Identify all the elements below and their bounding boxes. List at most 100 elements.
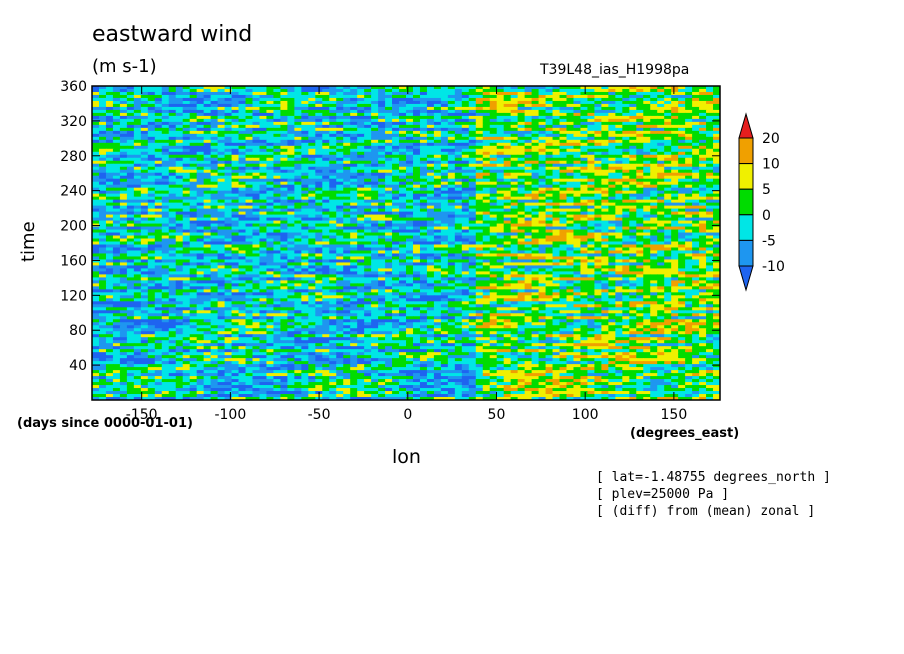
field-cell bbox=[692, 211, 700, 215]
field-cell bbox=[385, 226, 393, 230]
field-cell bbox=[601, 163, 609, 168]
field-cell bbox=[189, 100, 198, 105]
field-cell bbox=[475, 226, 484, 230]
field-cell bbox=[280, 241, 288, 245]
field-cell bbox=[364, 100, 372, 105]
field-cell bbox=[496, 130, 505, 135]
field-cell bbox=[266, 163, 275, 168]
field-cell bbox=[706, 86, 714, 90]
field-cell bbox=[461, 109, 470, 114]
field-cell bbox=[713, 232, 720, 236]
field-cell bbox=[308, 178, 316, 183]
field-cell bbox=[126, 94, 135, 99]
field-cell bbox=[475, 91, 484, 96]
field-cell bbox=[573, 220, 582, 224]
field-cell bbox=[426, 202, 435, 207]
field-cell bbox=[636, 187, 644, 192]
field-cell bbox=[440, 241, 449, 245]
field-cell bbox=[531, 163, 540, 168]
field-cell bbox=[643, 199, 651, 204]
field-cell bbox=[503, 241, 512, 245]
field-cell bbox=[392, 172, 400, 177]
field-cell bbox=[147, 100, 156, 105]
field-cell bbox=[399, 187, 407, 192]
field-cell bbox=[196, 232, 205, 236]
field-cell bbox=[350, 241, 358, 245]
field-cell bbox=[406, 154, 414, 159]
field-cell bbox=[252, 211, 261, 215]
field-cell bbox=[538, 88, 547, 93]
field-cell bbox=[238, 94, 247, 99]
field-cell bbox=[587, 181, 595, 186]
field-cell bbox=[447, 130, 456, 135]
field-cell bbox=[461, 181, 470, 186]
field-cell bbox=[433, 241, 442, 245]
field-cell bbox=[238, 127, 247, 132]
field-cell bbox=[252, 109, 261, 114]
field-cell bbox=[475, 127, 484, 132]
field-cell bbox=[573, 142, 582, 147]
field-cell bbox=[545, 142, 554, 147]
field-cell bbox=[210, 178, 219, 183]
field-cell bbox=[231, 214, 240, 218]
field-cell bbox=[615, 91, 623, 96]
field-cell bbox=[357, 172, 365, 177]
field-cell bbox=[336, 175, 344, 180]
field-cell bbox=[133, 202, 142, 207]
field-cell bbox=[196, 94, 205, 99]
field-cell bbox=[531, 103, 540, 108]
field-cell bbox=[98, 205, 107, 210]
field-cell bbox=[280, 214, 288, 218]
field-cell bbox=[385, 217, 393, 221]
field-cell bbox=[636, 88, 644, 93]
field-cell bbox=[447, 196, 456, 201]
field-cell bbox=[524, 94, 533, 99]
field-cell bbox=[161, 127, 170, 132]
field-cell bbox=[182, 142, 191, 147]
field-cell bbox=[105, 86, 114, 90]
field-cell bbox=[350, 112, 358, 117]
field-cell bbox=[454, 160, 463, 165]
field-cell bbox=[419, 193, 428, 198]
field-cell bbox=[140, 151, 149, 156]
field-cell bbox=[524, 121, 533, 126]
field-cell bbox=[140, 238, 149, 242]
field-cell bbox=[252, 130, 261, 135]
field-cell bbox=[587, 166, 595, 171]
field-cell bbox=[503, 160, 512, 165]
field-cell bbox=[538, 244, 547, 248]
field-cell bbox=[364, 103, 372, 108]
field-cell bbox=[203, 181, 212, 186]
field-cell bbox=[308, 133, 316, 138]
field-cell bbox=[280, 172, 288, 177]
field-cell bbox=[203, 142, 212, 147]
field-cell bbox=[412, 100, 421, 105]
field-cell bbox=[566, 121, 575, 126]
field-cell bbox=[713, 241, 720, 245]
field-cell bbox=[406, 91, 414, 96]
field-cell bbox=[105, 205, 114, 210]
field-cell bbox=[447, 235, 456, 239]
field-cell bbox=[461, 205, 470, 210]
field-cell bbox=[399, 86, 407, 90]
field-cell bbox=[657, 199, 665, 204]
field-cell bbox=[147, 124, 156, 129]
field-cell bbox=[294, 88, 302, 93]
field-cell bbox=[419, 202, 428, 207]
field-cell bbox=[343, 106, 351, 111]
field-cell bbox=[447, 127, 456, 132]
field-cell bbox=[203, 100, 212, 105]
field-cell bbox=[636, 238, 644, 242]
field-cell bbox=[336, 169, 344, 174]
field-cell bbox=[489, 157, 498, 162]
field-cell bbox=[224, 136, 233, 141]
field-cell bbox=[440, 169, 449, 174]
field-cell bbox=[580, 145, 589, 150]
field-cell bbox=[440, 163, 449, 168]
field-cell bbox=[210, 109, 219, 114]
field-cell bbox=[231, 154, 240, 159]
field-cell bbox=[357, 196, 365, 201]
field-cell bbox=[608, 163, 616, 168]
field-cell bbox=[412, 145, 421, 150]
field-cell bbox=[161, 184, 170, 189]
